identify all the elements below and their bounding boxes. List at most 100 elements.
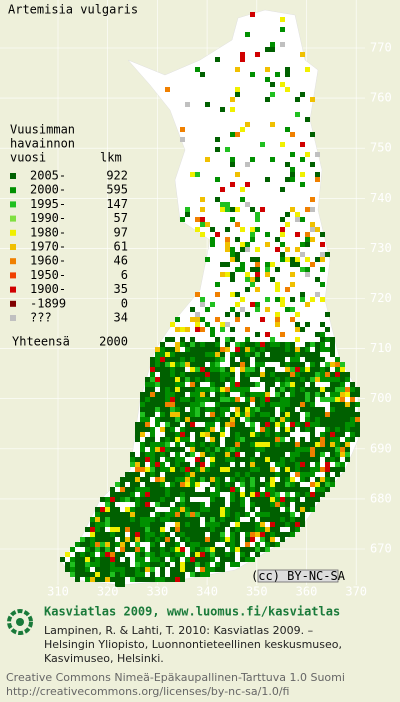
square: [110, 527, 115, 532]
square: [250, 227, 255, 232]
square: [305, 207, 310, 212]
square: [265, 477, 270, 482]
square: [200, 217, 205, 222]
square: [305, 372, 310, 377]
square: [125, 487, 130, 492]
square: [165, 422, 170, 427]
square: [205, 367, 210, 372]
square: [180, 562, 185, 567]
square: [255, 357, 260, 362]
square: [180, 377, 185, 382]
square: [160, 427, 165, 432]
square: [305, 477, 310, 482]
square: [110, 492, 115, 497]
square: [250, 12, 255, 17]
square: [250, 267, 255, 272]
square: [185, 412, 190, 417]
square: [305, 152, 310, 157]
square: [230, 362, 235, 367]
square: [190, 507, 195, 512]
square: [235, 387, 240, 392]
square: [250, 207, 255, 212]
square: [335, 402, 340, 407]
square: [260, 502, 265, 507]
square: [155, 537, 160, 542]
square: [350, 412, 355, 417]
square: [230, 477, 235, 482]
square: [320, 267, 325, 272]
square: [110, 577, 115, 582]
square: [75, 542, 80, 547]
square: [185, 372, 190, 377]
square: [320, 407, 325, 412]
square: [125, 522, 130, 527]
legend-count: 922: [106, 169, 128, 183]
square: [285, 212, 290, 217]
square: [295, 257, 300, 262]
square: [145, 467, 150, 472]
square: [305, 467, 310, 472]
square: [340, 452, 345, 457]
square: [75, 572, 80, 577]
square: [215, 452, 220, 457]
square: [285, 162, 290, 167]
square: [170, 422, 175, 427]
square: [280, 497, 285, 502]
square: [250, 342, 255, 347]
square: [185, 537, 190, 542]
square: [140, 577, 145, 582]
square: [240, 442, 245, 447]
square: [185, 442, 190, 447]
square: [175, 342, 180, 347]
square: [320, 432, 325, 437]
square: [150, 532, 155, 537]
square: [235, 452, 240, 457]
square: [175, 542, 180, 547]
square: [345, 447, 350, 452]
square: [290, 487, 295, 492]
square: [320, 477, 325, 482]
square: [95, 557, 100, 562]
square: [205, 487, 210, 492]
square: [255, 287, 260, 292]
square: [325, 437, 330, 442]
square: [325, 422, 330, 427]
square: [185, 557, 190, 562]
square: [185, 397, 190, 402]
square: [325, 347, 330, 352]
square: [195, 527, 200, 532]
square: [105, 567, 110, 572]
square: [335, 407, 340, 412]
square: [240, 392, 245, 397]
square: [290, 272, 295, 277]
square: [85, 527, 90, 532]
square: [225, 242, 230, 247]
square: [145, 457, 150, 462]
square: [315, 497, 320, 502]
square: [120, 552, 125, 557]
square: [235, 292, 240, 297]
square: [300, 362, 305, 367]
square: [335, 377, 340, 382]
square: [255, 397, 260, 402]
square: [85, 542, 90, 547]
square: [210, 387, 215, 392]
square: [285, 127, 290, 132]
square: [280, 462, 285, 467]
square: [150, 412, 155, 417]
square: [300, 427, 305, 432]
square: [245, 412, 250, 417]
square: [240, 57, 245, 62]
square: [170, 487, 175, 492]
square: [200, 377, 205, 382]
square: [345, 452, 350, 457]
square: [215, 567, 220, 572]
square: [250, 522, 255, 527]
square: [315, 177, 320, 182]
square: [340, 422, 345, 427]
square: [280, 487, 285, 492]
square: [150, 577, 155, 582]
square: [210, 342, 215, 347]
square: [215, 292, 220, 297]
